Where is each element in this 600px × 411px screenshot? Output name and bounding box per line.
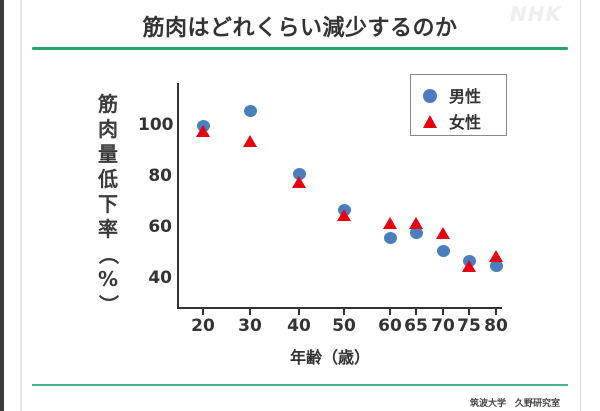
frame-right-border xyxy=(580,0,581,411)
y-axis-label-char: 量 xyxy=(98,142,118,166)
male-data-point xyxy=(436,244,450,257)
legend-item-male: 男性 xyxy=(423,83,481,107)
y-axis-label-char: % xyxy=(97,267,119,291)
x-tick-label: 40 xyxy=(287,316,311,336)
circle-marker-icon xyxy=(423,89,437,103)
female-data-point xyxy=(462,260,476,273)
x-tick-label: 50 xyxy=(332,316,356,336)
y-axis-label-char: 筋 xyxy=(98,92,118,116)
y-axis-label-char: ） xyxy=(96,294,121,315)
x-tick-mark xyxy=(495,308,497,315)
y-axis-label-char: （ xyxy=(96,244,121,265)
female-data-point xyxy=(292,176,306,189)
x-tick-label: 30 xyxy=(238,316,262,336)
x-tick-label: 75 xyxy=(457,316,481,336)
y-tick-label: 60 xyxy=(148,217,172,237)
male-data-point xyxy=(383,232,397,245)
x-tick-label: 80 xyxy=(484,316,508,336)
x-tick-mark xyxy=(249,308,251,315)
y-axis-label-char: 率 xyxy=(98,217,118,241)
y-tick-label: 80 xyxy=(148,166,172,186)
x-tick-mark xyxy=(202,308,204,315)
female-data-point xyxy=(383,216,397,229)
y-tick-label: 40 xyxy=(148,268,172,288)
triangle-marker-icon xyxy=(423,115,437,128)
x-tick-label: 20 xyxy=(191,316,215,336)
source-credit: 筑波大学 久野研究室 xyxy=(470,399,561,409)
x-axis xyxy=(177,307,502,309)
y-axis-label: 筋 肉 量 低 下 率 （ % ） xyxy=(96,92,121,317)
x-tick-mark xyxy=(415,308,417,315)
legend-label: 男性 xyxy=(449,87,482,106)
legend-label: 女性 xyxy=(449,113,482,132)
x-tick-mark xyxy=(442,308,444,315)
x-tick-label: 70 xyxy=(431,316,455,336)
male-data-point xyxy=(243,104,257,117)
chart-title: 筋肉はどれくらい減少するのか xyxy=(142,16,458,41)
y-axis-label-char: 肉 xyxy=(98,117,118,141)
legend: 男性 女性 xyxy=(410,74,507,136)
frame-left-edge xyxy=(0,0,4,411)
x-tick-mark xyxy=(468,308,470,315)
frame-left-border xyxy=(20,0,22,411)
male-data-point xyxy=(409,227,423,240)
female-data-point xyxy=(409,216,423,229)
x-tick-mark xyxy=(389,308,391,315)
female-data-point xyxy=(243,135,257,148)
female-data-point xyxy=(196,125,210,138)
nhk-logo: NHK xyxy=(510,2,562,26)
x-tick-mark xyxy=(343,308,345,315)
footer-divider xyxy=(32,384,568,386)
title-underline xyxy=(32,47,568,50)
female-data-point xyxy=(489,250,503,263)
male-data-point xyxy=(489,260,503,273)
y-axis-label-char: 下 xyxy=(98,192,118,216)
x-tick-label: 65 xyxy=(404,316,428,336)
legend-item-female: 女性 xyxy=(423,109,481,133)
x-tick-label: 60 xyxy=(378,316,402,336)
female-data-point xyxy=(436,227,450,240)
x-axis-label: 年齢（歳） xyxy=(290,348,371,367)
female-data-point xyxy=(337,209,351,222)
x-tick-mark xyxy=(298,308,300,315)
y-tick-label: 100 xyxy=(138,115,174,135)
y-axis-label-char: 低 xyxy=(98,167,118,191)
y-axis xyxy=(177,83,179,308)
